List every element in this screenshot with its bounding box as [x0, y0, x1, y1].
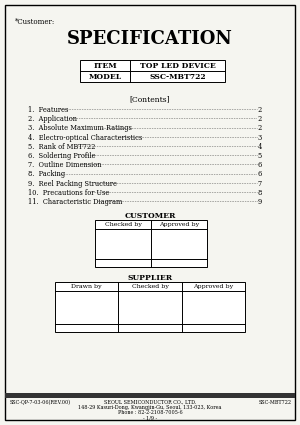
- Text: Phone : 82-2-2108-7005-6: Phone : 82-2-2108-7005-6: [118, 410, 182, 415]
- Text: [Contents]: [Contents]: [130, 95, 170, 103]
- Text: 10.  Precautions for Use: 10. Precautions for Use: [28, 189, 110, 197]
- Text: 7.  Outline Dimension: 7. Outline Dimension: [28, 161, 101, 169]
- Text: SSC-MBT722: SSC-MBT722: [259, 400, 292, 405]
- Bar: [95, 220, 207, 267]
- Text: *Customer:: *Customer:: [15, 18, 55, 26]
- Text: 5.  Rank of MBT722: 5. Rank of MBT722: [28, 143, 95, 151]
- Text: CUSTOMER: CUSTOMER: [124, 212, 176, 220]
- Text: 6: 6: [258, 161, 262, 169]
- Text: 2: 2: [258, 106, 262, 114]
- Text: 6: 6: [258, 170, 262, 178]
- Bar: [55, 282, 245, 332]
- Text: MODEL: MODEL: [88, 73, 122, 80]
- Text: 1.  Features: 1. Features: [28, 106, 68, 114]
- Text: SEOUL SEMICONDUCTOR CO., LTD.: SEOUL SEMICONDUCTOR CO., LTD.: [104, 400, 196, 405]
- Text: 2: 2: [258, 125, 262, 133]
- Text: Drawn by: Drawn by: [71, 284, 102, 289]
- Text: 3: 3: [258, 133, 262, 142]
- Text: 4: 4: [258, 143, 262, 151]
- Text: TOP LED DEVICE: TOP LED DEVICE: [140, 62, 215, 70]
- Text: SSC-MBT722: SSC-MBT722: [149, 73, 206, 80]
- Text: ITEM: ITEM: [93, 62, 117, 70]
- Text: 9.  Reel Packing Structure: 9. Reel Packing Structure: [28, 180, 117, 187]
- Bar: [5, 393, 295, 398]
- Text: 11.  Characteristic Diagram: 11. Characteristic Diagram: [28, 198, 122, 206]
- Text: SUPPLIER: SUPPLIER: [128, 274, 172, 282]
- Text: 6.  Soldering Profile: 6. Soldering Profile: [28, 152, 95, 160]
- Text: 7: 7: [258, 180, 262, 187]
- Text: 2.  Application: 2. Application: [28, 115, 77, 123]
- Text: 8: 8: [258, 189, 262, 197]
- Text: Checked by: Checked by: [132, 284, 168, 289]
- Text: Approved by: Approved by: [193, 284, 233, 289]
- Text: SSC-QP-7-03-06(REV.00): SSC-QP-7-03-06(REV.00): [10, 400, 71, 405]
- Bar: [80, 60, 225, 82]
- Text: - 1/9 -: - 1/9 -: [143, 416, 157, 421]
- Text: 4.  Electro-optical Characteristics: 4. Electro-optical Characteristics: [28, 133, 142, 142]
- Text: Approved by: Approved by: [159, 222, 199, 227]
- Text: 9: 9: [258, 198, 262, 206]
- Text: 5: 5: [258, 152, 262, 160]
- Text: 148-29 Kasuri-Dong, Kwangjin-Gu, Seoul, 133-023, Korea: 148-29 Kasuri-Dong, Kwangjin-Gu, Seoul, …: [78, 405, 222, 410]
- Text: 3.  Absolute Maximum Ratings: 3. Absolute Maximum Ratings: [28, 125, 132, 133]
- Text: 8.  Packing: 8. Packing: [28, 170, 65, 178]
- Text: Checked by: Checked by: [105, 222, 141, 227]
- Text: 2: 2: [258, 115, 262, 123]
- Text: SPECIFICATION: SPECIFICATION: [67, 30, 233, 48]
